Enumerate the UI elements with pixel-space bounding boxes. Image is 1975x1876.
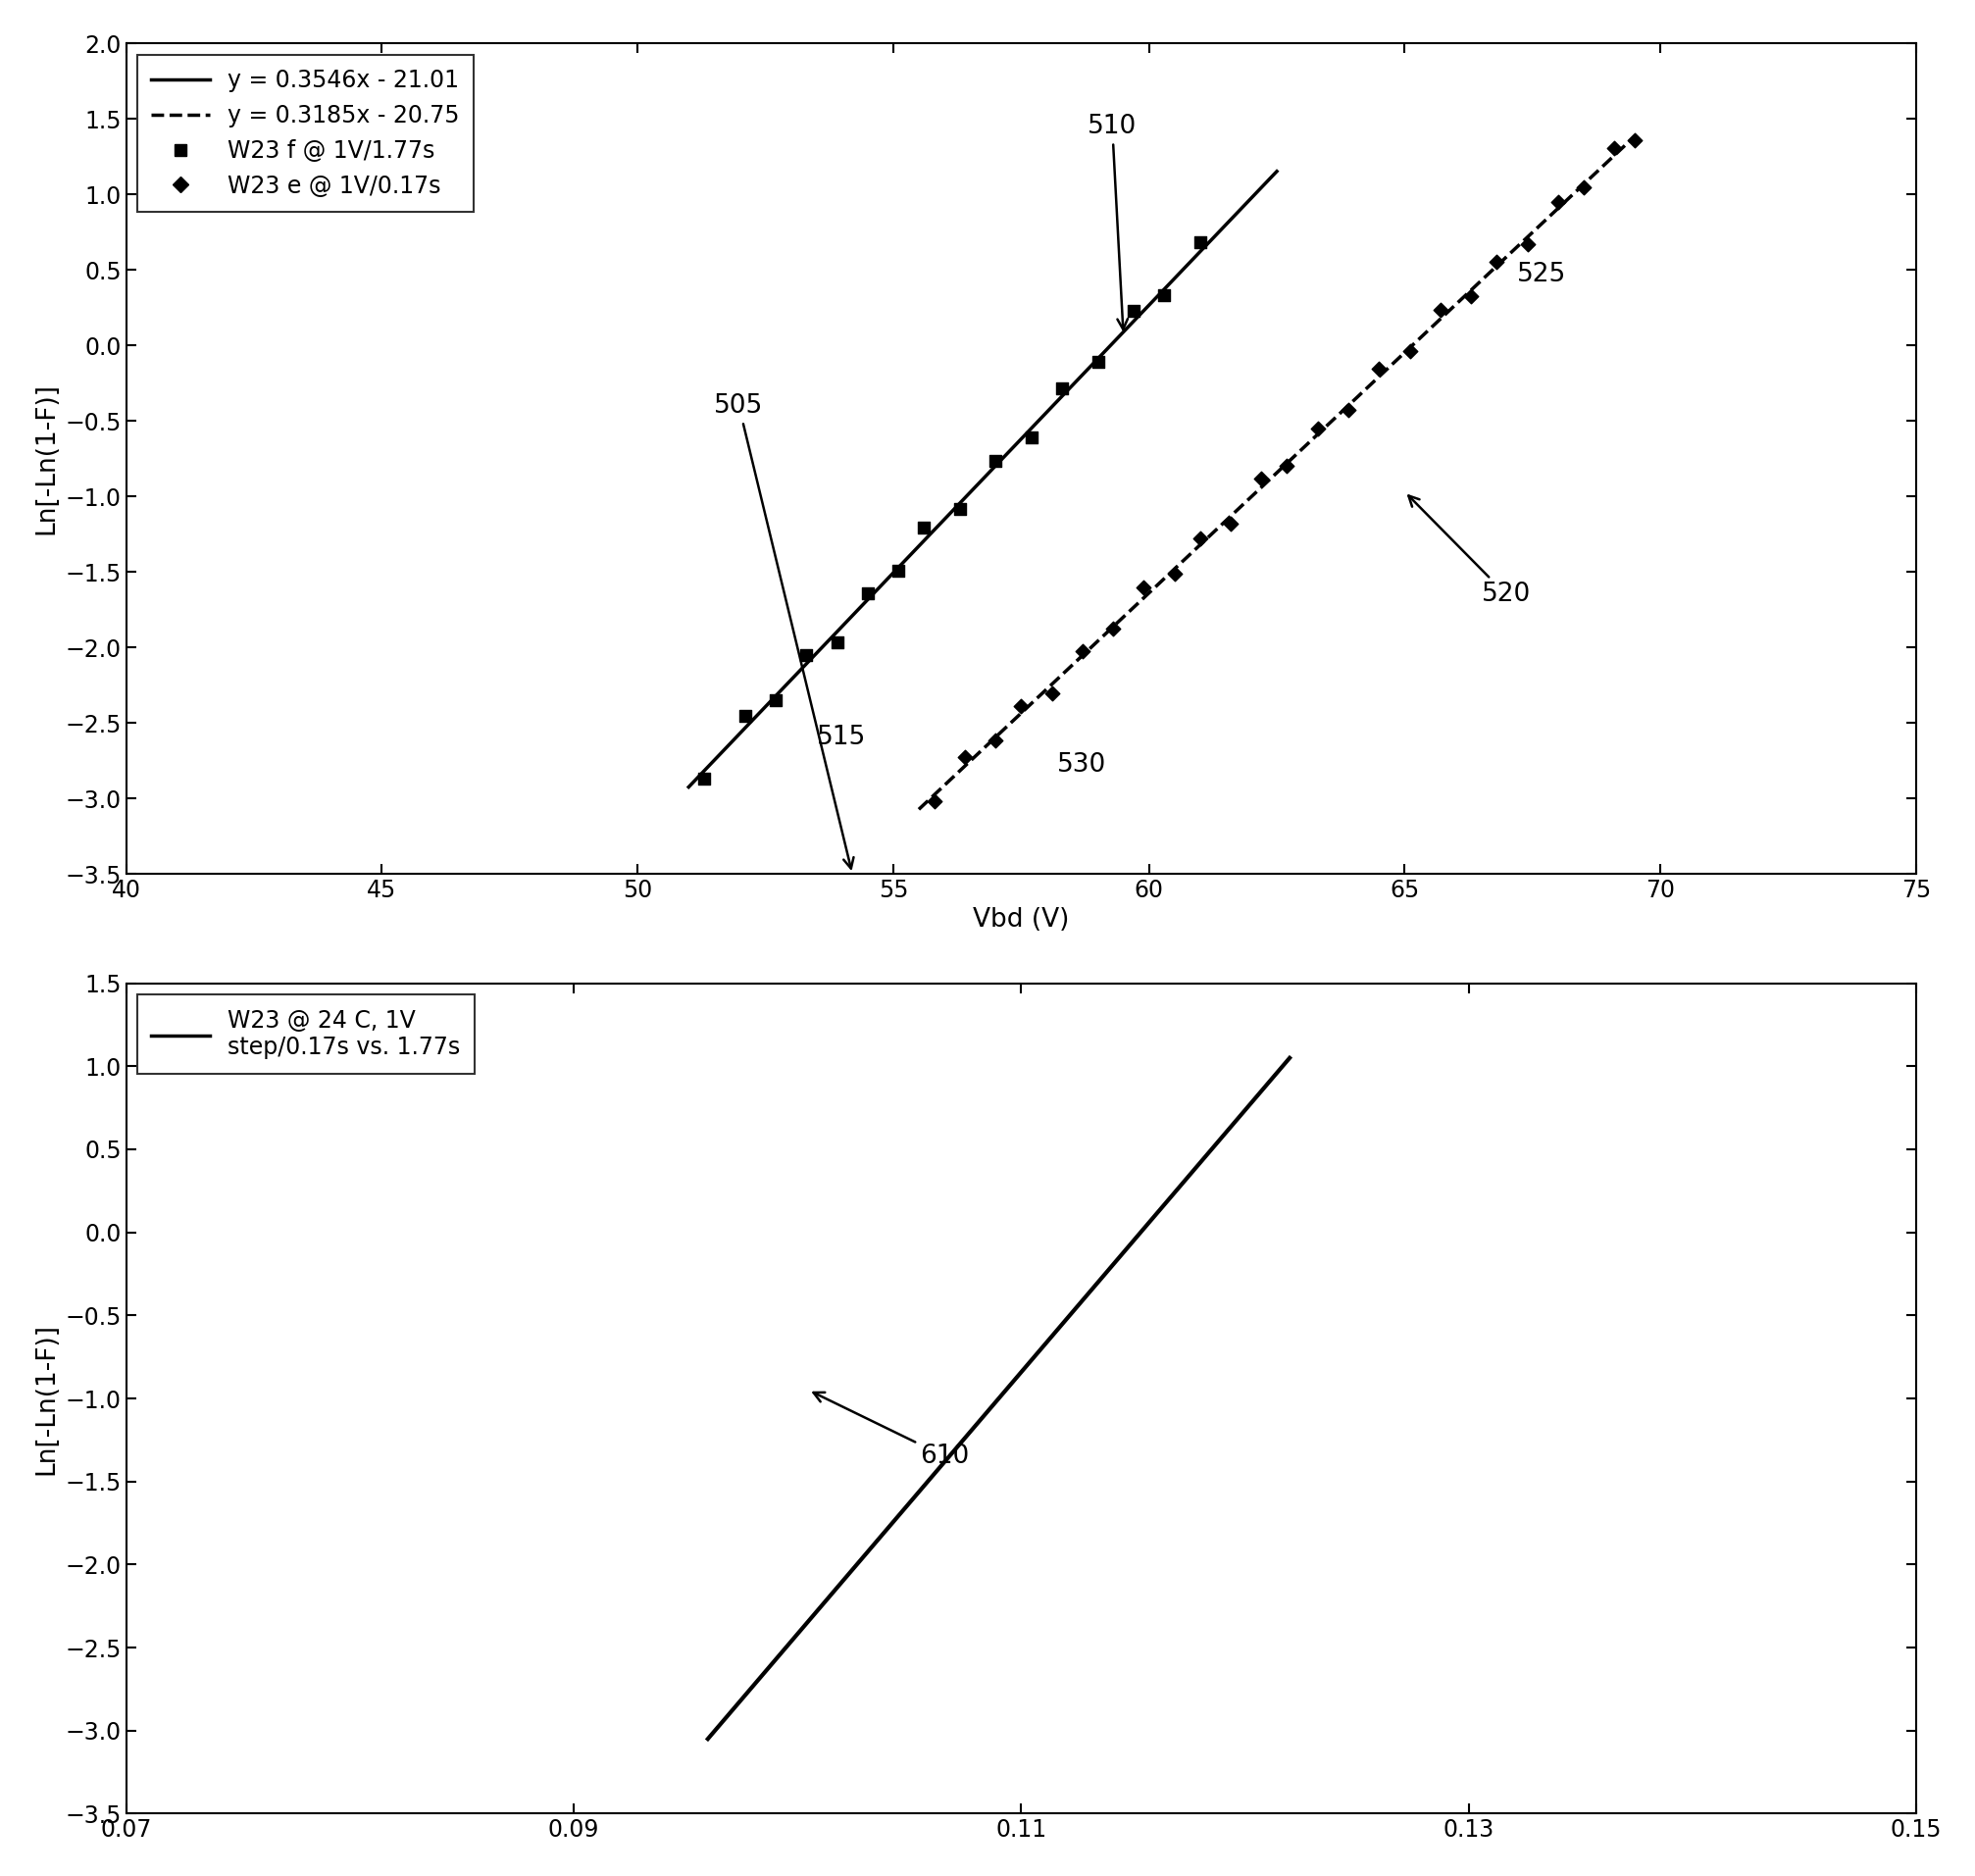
Point xyxy=(1118,296,1149,326)
Point xyxy=(1035,679,1066,709)
Point xyxy=(948,743,980,773)
Point xyxy=(918,786,950,816)
Text: 505: 505 xyxy=(713,392,853,869)
Point xyxy=(1005,690,1037,720)
Text: 610: 610 xyxy=(814,1392,970,1469)
Point xyxy=(1270,450,1302,480)
Point xyxy=(729,702,760,732)
Point xyxy=(1244,463,1276,493)
Point xyxy=(1598,133,1629,163)
Point xyxy=(1045,373,1076,403)
Point xyxy=(883,555,914,585)
X-axis label: Vbd (V): Vbd (V) xyxy=(972,908,1068,932)
Point xyxy=(1067,636,1098,666)
Point xyxy=(1302,413,1333,443)
Point xyxy=(1424,295,1456,325)
Point xyxy=(687,764,719,794)
Point xyxy=(822,627,853,657)
Point xyxy=(851,578,883,608)
Point xyxy=(1183,523,1215,553)
Point xyxy=(790,640,822,670)
Point xyxy=(1618,126,1649,156)
Text: 510: 510 xyxy=(1086,114,1136,330)
Text: 525: 525 xyxy=(1517,261,1566,287)
Point xyxy=(980,726,1011,756)
Point xyxy=(1479,246,1511,276)
Point xyxy=(1082,347,1114,377)
Text: 515: 515 xyxy=(816,726,865,750)
Point xyxy=(1363,355,1394,385)
Legend: W23 @ 24 C, 1V
step/0.17s vs. 1.77s: W23 @ 24 C, 1V step/0.17s vs. 1.77s xyxy=(138,994,474,1073)
Point xyxy=(1183,227,1215,257)
Point xyxy=(1147,280,1179,310)
Point xyxy=(1511,229,1542,259)
Point xyxy=(1157,559,1189,589)
Text: 520: 520 xyxy=(1408,495,1531,608)
Legend: y = 0.3546x - 21.01, y = 0.3185x - 20.75, W23 f @ 1V/1.77s, W23 e @ 1V/0.17s: y = 0.3546x - 21.01, y = 0.3185x - 20.75… xyxy=(138,54,474,212)
Point xyxy=(1015,422,1047,452)
Point xyxy=(1542,188,1574,218)
Y-axis label: Ln[-Ln(1-F)]: Ln[-Ln(1-F)] xyxy=(34,383,59,535)
Point xyxy=(980,446,1011,477)
Point xyxy=(1096,613,1128,643)
Point xyxy=(944,493,976,523)
Point xyxy=(1392,336,1424,366)
Text: 530: 530 xyxy=(1057,752,1106,779)
Point xyxy=(760,685,792,715)
Point xyxy=(1215,508,1246,538)
Y-axis label: Ln[-Ln(1-F)]: Ln[-Ln(1-F)] xyxy=(34,1323,59,1475)
Point xyxy=(908,512,940,542)
Point xyxy=(1566,173,1598,203)
Point xyxy=(1456,281,1487,311)
Point xyxy=(1331,396,1363,426)
Point xyxy=(1128,572,1159,602)
